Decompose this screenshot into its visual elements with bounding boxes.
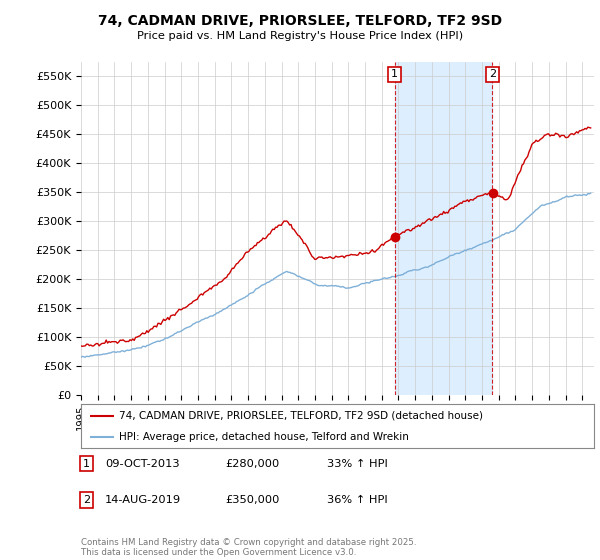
Text: Contains HM Land Registry data © Crown copyright and database right 2025.
This d: Contains HM Land Registry data © Crown c… [81,538,416,557]
Text: 74, CADMAN DRIVE, PRIORSLEE, TELFORD, TF2 9SD: 74, CADMAN DRIVE, PRIORSLEE, TELFORD, TF… [98,14,502,28]
Text: 14-AUG-2019: 14-AUG-2019 [105,495,181,505]
Text: £280,000: £280,000 [225,459,279,469]
Text: 2: 2 [83,495,90,505]
Text: HPI: Average price, detached house, Telford and Wrekin: HPI: Average price, detached house, Telf… [119,432,409,442]
Text: Price paid vs. HM Land Registry's House Price Index (HPI): Price paid vs. HM Land Registry's House … [137,31,463,41]
Text: 33% ↑ HPI: 33% ↑ HPI [327,459,388,469]
Text: 36% ↑ HPI: 36% ↑ HPI [327,495,388,505]
Text: 74, CADMAN DRIVE, PRIORSLEE, TELFORD, TF2 9SD (detached house): 74, CADMAN DRIVE, PRIORSLEE, TELFORD, TF… [119,410,484,421]
Text: £350,000: £350,000 [225,495,280,505]
Text: 1: 1 [83,459,90,469]
Text: 2: 2 [489,69,496,80]
Bar [395,62,493,395]
Text: 09-OCT-2013: 09-OCT-2013 [105,459,179,469]
Text: 1: 1 [391,69,398,80]
